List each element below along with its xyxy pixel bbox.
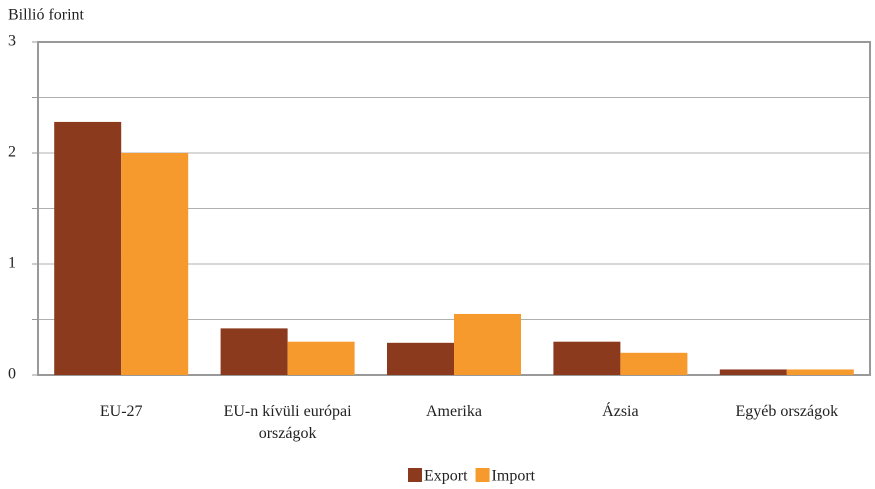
bar <box>287 341 355 375</box>
bar <box>454 313 521 375</box>
y-axis-title: Billió forint <box>8 7 85 24</box>
legend-label: Export <box>424 468 468 485</box>
y-tick-label: 1 <box>8 255 16 272</box>
x-tick-label: Ázsia <box>602 403 639 420</box>
bar <box>620 352 688 375</box>
y-tick-label: 3 <box>8 33 16 50</box>
x-tick-label: EU-n kívüli európai országok <box>223 403 352 442</box>
x-tick-label: EU-27 <box>99 403 143 420</box>
bar <box>121 153 189 375</box>
legend-label: Import <box>492 468 536 485</box>
legend-swatch <box>408 468 422 482</box>
bar <box>719 369 787 375</box>
y-tick-label: 0 <box>8 366 16 383</box>
x-tick-label: Amerika <box>426 403 482 420</box>
bar <box>553 341 621 375</box>
x-tick-label: Egyéb országok <box>735 403 839 420</box>
legend-swatch <box>475 468 490 482</box>
bar <box>220 328 288 375</box>
bar <box>786 369 854 375</box>
y-tick-label: 2 <box>8 144 16 161</box>
bar <box>387 342 454 375</box>
bar <box>54 121 122 375</box>
